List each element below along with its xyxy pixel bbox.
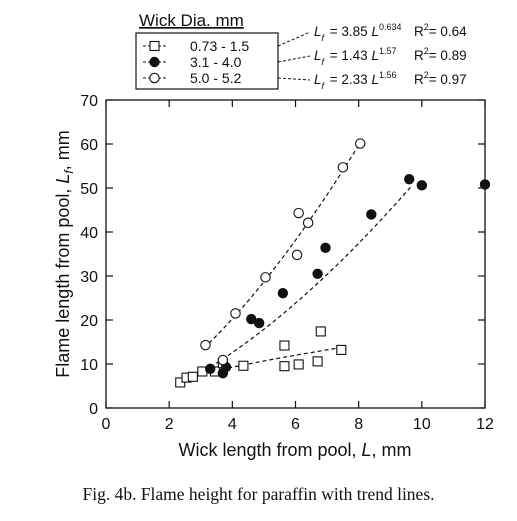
fit-r2: R2= 0.64 [414, 22, 467, 39]
data-point [416, 180, 428, 191]
legend-box [135, 32, 279, 90]
trend-line [209, 184, 413, 368]
data-point [312, 268, 323, 279]
x-tick-label: 6 [291, 416, 300, 433]
x-tick-label: 8 [354, 416, 363, 433]
trend-lines [200, 144, 413, 375]
fit-equation: Lf = 2.33 L1.56 [314, 70, 397, 91]
y-tick-label: 70 [80, 93, 98, 110]
data-point [312, 356, 323, 367]
data-point [336, 344, 347, 355]
figure-caption: Fig. 4b. Flame height for paraffin with … [82, 484, 435, 504]
y-tick-label: 60 [80, 137, 98, 154]
y-tick-label: 0 [89, 401, 98, 418]
data-point [279, 340, 290, 351]
x-tick-label: 0 [102, 416, 111, 433]
fit-equation: Lf = 1.43 L1.57 [314, 46, 397, 67]
y-tick-label: 30 [80, 269, 98, 286]
data-point [149, 56, 160, 68]
y-axis-label: Flame length from pool, Lf, mm [53, 130, 76, 377]
legend-items: 0.73 - 1.5 Lf = 3.85 L0.634 R2= 0.64 3.1 - … [143, 22, 467, 91]
data-point [354, 138, 366, 149]
data-point [200, 339, 211, 351]
trend-line [203, 144, 360, 349]
data-point [293, 207, 304, 219]
data-point [277, 287, 289, 299]
data-point [404, 174, 415, 185]
legend-leader [277, 31, 311, 47]
y-ticks: 0 10 20 30 40 50 60 70 [80, 93, 485, 418]
data-point [302, 217, 314, 229]
data-points [175, 138, 491, 388]
data-point [291, 249, 303, 261]
y-tick-label: 50 [80, 181, 98, 198]
data-point [253, 317, 265, 329]
x-tick-label: 12 [476, 416, 494, 433]
x-tick-label: 2 [165, 416, 174, 433]
legend-title: Wick Dia. mm [139, 11, 244, 30]
legend-label: 3.1 - 4.0 [190, 54, 242, 70]
legend-leader [277, 55, 311, 63]
data-point [149, 72, 160, 84]
x-ticks: 0 2 4 6 8 10 12 [102, 100, 494, 433]
data-point [479, 179, 491, 190]
y-tick-label: 40 [80, 225, 98, 242]
data-point [320, 242, 331, 254]
data-point [293, 359, 304, 370]
legend-leader [277, 77, 311, 81]
chart: 0 2 4 6 8 10 12 0 10 20 30 40 50 60 70 Wick length fr… [53, 11, 494, 460]
data-point [205, 363, 216, 375]
y-tick-label: 20 [80, 313, 98, 330]
fit-r2: R2= 0.89 [414, 46, 467, 63]
data-point [187, 371, 198, 382]
fit-r2: R2= 0.97 [414, 70, 467, 87]
x-axis-label: Wick length from pool, L, mm [178, 440, 411, 460]
legend-label: 5.0 - 5.2 [190, 70, 242, 86]
data-point [260, 272, 271, 283]
data-point [217, 354, 229, 366]
data-point [238, 360, 249, 371]
data-point [230, 308, 241, 319]
x-tick-label: 10 [413, 416, 431, 433]
data-point [366, 209, 377, 220]
legend-label: 0.73 - 1.5 [190, 38, 249, 54]
data-point [279, 361, 290, 372]
y-tick-label: 10 [80, 357, 98, 374]
x-tick-label: 4 [228, 416, 237, 433]
fit-equation: Lf = 3.85 L0.634 [314, 22, 402, 43]
data-point [149, 40, 160, 52]
data-point [337, 162, 349, 173]
data-point [315, 326, 326, 337]
